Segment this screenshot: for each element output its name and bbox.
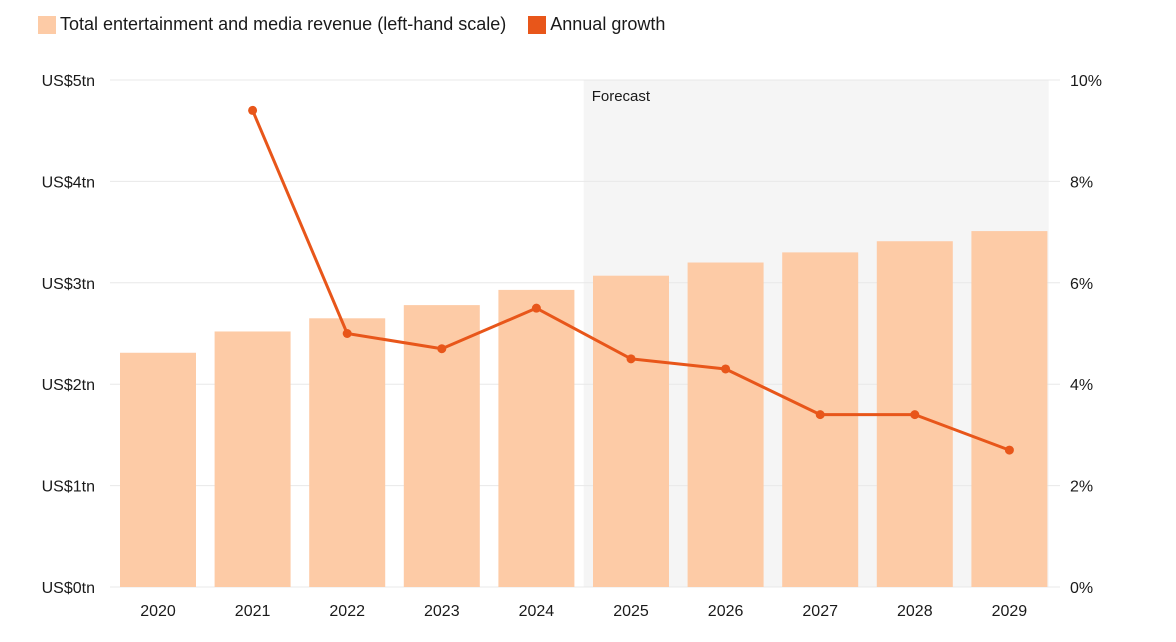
legend-item-growth: Annual growth: [528, 14, 665, 35]
x-tick-label: 2027: [802, 603, 838, 620]
left-tick-label: US$3tn: [42, 276, 95, 293]
growth-point-2022: [342, 329, 352, 338]
left-tick-label: US$4tn: [42, 174, 95, 191]
right-tick-label: 6%: [1070, 276, 1093, 293]
growth-point-2025: [626, 354, 636, 364]
x-tick-label: 2023: [424, 603, 460, 620]
right-tick-label: 8%: [1070, 174, 1093, 191]
growth-line: [248, 105, 1014, 455]
right-tick-label: 4%: [1070, 377, 1093, 394]
legend: Total entertainment and media revenue (l…: [38, 14, 687, 35]
x-tick-label: 2029: [992, 603, 1028, 620]
growth-point-2026: [721, 364, 731, 374]
x-tick-label: 2021: [235, 603, 271, 620]
revenue-bar-2024: [498, 289, 575, 587]
legend-item-revenue: Total entertainment and media revenue (l…: [38, 14, 506, 35]
x-tick-label: 2028: [897, 603, 933, 620]
legend-label-growth: Annual growth: [550, 14, 666, 34]
legend-swatch-revenue: [38, 15, 56, 34]
left-tick-label: US$1tn: [42, 479, 95, 496]
revenue-bar-2026: [687, 262, 764, 587]
revenue-bar-2021: [214, 331, 291, 587]
revenue-bar-2025: [593, 275, 669, 587]
growth-point-2023: [437, 344, 447, 354]
forecast-label: Forecast: [592, 88, 651, 105]
revenue-bar-2029: [971, 231, 1048, 587]
legend-label-revenue: Total entertainment and media revenue (l…: [60, 14, 507, 34]
right-axis: 0% 2% 4% 6% 8% 10%: [1070, 73, 1102, 597]
x-tick-label: 2020: [140, 603, 176, 620]
x-tick-label: 2026: [708, 603, 744, 620]
left-tick-label: US$0tn: [42, 580, 95, 597]
left-tick-label: US$2tn: [42, 377, 95, 394]
x-tick-label: 2025: [613, 603, 649, 620]
growth-point-2024: [531, 303, 541, 313]
revenue-bar-2022: [309, 318, 386, 587]
revenue-bars: [120, 231, 1048, 587]
growth-point-2027: [815, 410, 825, 420]
growth-point-2029: [1004, 445, 1014, 455]
revenue-bar-2020: [120, 352, 196, 587]
right-tick-label: 2%: [1070, 479, 1093, 496]
right-tick-label: 10%: [1070, 73, 1102, 90]
revenue-bar-2027: [782, 252, 859, 587]
left-tick-label: US$5tn: [42, 73, 95, 90]
legend-swatch-growth: [528, 15, 547, 34]
growth-point-2021: [248, 105, 258, 115]
x-tick-label: 2024: [519, 603, 555, 620]
right-tick-label: 0%: [1070, 580, 1093, 597]
left-axis: US$0tn US$1tn US$2tn US$3tn US$4tn US$5tn: [42, 73, 95, 597]
x-axis: 2020 2021 2022 2023 2024 2025 2026 2027 2028 2029: [140, 603, 1027, 620]
x-tick-label: 2022: [329, 603, 365, 620]
growth-point-2028: [910, 410, 920, 420]
